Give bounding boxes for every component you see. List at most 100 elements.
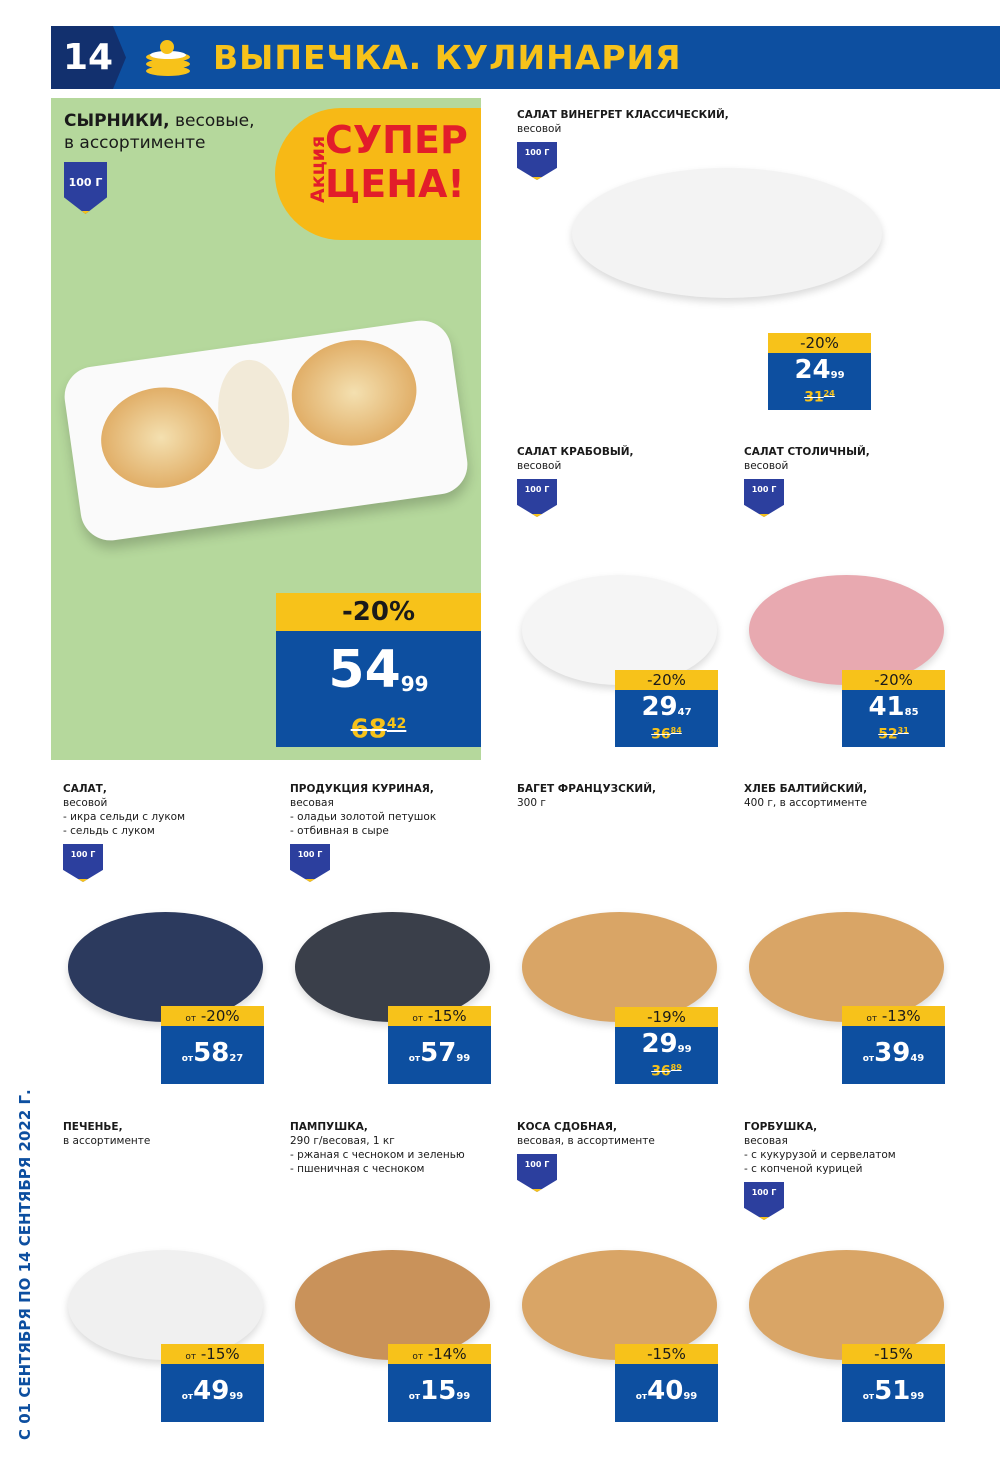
- product-title: ПРОДУКЦИЯ КУРИНАЯ,: [290, 783, 434, 795]
- price-tag: от -20% от5827: [161, 1006, 264, 1084]
- price: от4099: [635, 1376, 698, 1406]
- old-price: 3689: [651, 1063, 682, 1080]
- price: 5499: [328, 640, 429, 700]
- product-card: САЛАТ, весовой - икра сельди с луком - сель…: [63, 782, 278, 1084]
- product-desc: - оладьи золотой петушок: [290, 811, 437, 823]
- old-price: 3124: [804, 389, 835, 406]
- product-desc: весовой: [63, 797, 108, 809]
- super-price-promo: Акция СУПЕР ЦЕНА!: [275, 108, 481, 240]
- page-number: 14: [51, 26, 126, 89]
- product-image: [749, 1250, 944, 1360]
- product-title: КОСА СДОБНАЯ,: [517, 1121, 617, 1133]
- product-card: САЛАТ КРАБОВЫЙ, весовой 100 Г -20% 2947 3684: [517, 445, 732, 747]
- price: от5799: [408, 1038, 471, 1068]
- discount-label: от -15%: [161, 1344, 264, 1364]
- discount-label: -20%: [768, 333, 871, 353]
- product-card: ПРОДУКЦИЯ КУРИНАЯ, весовая - оладьи золото…: [290, 782, 505, 1084]
- product-desc: - пшеничная с чесноком: [290, 1163, 425, 1175]
- product-desc: весовой: [517, 460, 562, 472]
- product-image: [295, 912, 490, 1022]
- product-card: КОСА СДОБНАЯ, весовая, в ассортименте 100 …: [517, 1120, 732, 1422]
- price: 4185: [868, 692, 919, 722]
- product-desc: - икра сельди с луком: [63, 811, 186, 823]
- product-name: СЫРНИКИ,: [64, 111, 170, 131]
- price-tag: -15% от4099: [615, 1344, 718, 1422]
- weight-badge: 100 Г: [744, 1182, 784, 1220]
- product-image: [749, 575, 944, 685]
- price-tag: -20% 4185 5231: [842, 670, 945, 747]
- product-card: ПЕЧЕНЬЕ, в ассортименте от -15% от4999: [63, 1120, 278, 1422]
- product-title: БАГЕТ ФРАНЦУЗСКИЙ,: [517, 783, 656, 795]
- promo-line: СУПЕР: [325, 118, 468, 162]
- validity-dates: С 01 СЕНТЯБРЯ ПО 14 СЕНТЯБРЯ 2022 Г.: [16, 1089, 34, 1440]
- product-title: ГОРБУШКА,: [744, 1121, 818, 1133]
- price-tag: -20% 5499 6842: [276, 593, 481, 747]
- product-desc: - с кукурузой и сервелатом: [744, 1149, 896, 1161]
- price: от4999: [181, 1376, 244, 1406]
- product-card: ПАМПУШКА, 290 г/весовая, 1 кг - ржаная с ч…: [290, 1120, 505, 1422]
- discount-label: -20%: [842, 670, 945, 690]
- product-title: СЫРНИКИ, весовые, в ассортименте: [64, 110, 255, 154]
- promo-line: ЦЕНА!: [325, 162, 465, 206]
- product-image: [295, 1250, 490, 1360]
- discount-label: от -20%: [161, 1006, 264, 1026]
- old-price: 5231: [878, 726, 909, 743]
- product-image: [522, 912, 717, 1022]
- weight-badge: 100 Г: [290, 844, 330, 882]
- price: 2999: [641, 1029, 692, 1059]
- discount-label: от -13%: [842, 1006, 945, 1026]
- product-image: [522, 1250, 717, 1360]
- price-tag: от -14% от1599: [388, 1344, 491, 1422]
- product-desc: 400 г, в ассортименте: [744, 797, 867, 809]
- product-desc: весовой: [744, 460, 789, 472]
- discount-label: -15%: [615, 1344, 718, 1364]
- product-desc: весовая, в ассортименте: [517, 1135, 655, 1147]
- weight-badge: 100 Г: [517, 1154, 557, 1192]
- weight-badge: 100 Г: [63, 844, 103, 882]
- weight-badge: 100 Г: [64, 162, 107, 214]
- product-desc: 300 г: [517, 797, 546, 809]
- page-title: ВЫПЕЧКА. КУЛИНАРИЯ: [213, 38, 682, 77]
- price-tag: от -13% от3949: [842, 1006, 945, 1084]
- price-tag: -20% 2947 3684: [615, 670, 718, 747]
- product-desc: весовая: [290, 797, 334, 809]
- product-image: [522, 575, 717, 685]
- product-image: [60, 316, 472, 545]
- product-title: САЛАТ СТОЛИЧНЫЙ,: [744, 446, 870, 458]
- product-desc: 290 г/весовая, 1 кг: [290, 1135, 395, 1147]
- promo-label: СУПЕР ЦЕНА!: [325, 118, 468, 206]
- product-title: САЛАТ ВИНЕГРЕТ КЛАССИЧЕСКИЙ,: [517, 109, 729, 121]
- product-desc: весовой: [517, 123, 562, 135]
- product-title: САЛАТ КРАБОВЫЙ,: [517, 446, 634, 458]
- discount-label: от -14%: [388, 1344, 491, 1364]
- pancake-stack-icon: [146, 40, 190, 76]
- price: от5199: [862, 1376, 925, 1406]
- price: от3949: [862, 1038, 925, 1068]
- product-desc: - сельдь с луком: [63, 825, 155, 837]
- category-header: 14 ВЫПЕЧКА. КУЛИНАРИЯ: [51, 26, 1000, 89]
- product-card: САЛАТ ВИНЕГРЕТ КЛАССИЧЕСКИЙ, весовой 100 Г…: [517, 108, 937, 410]
- discount-label: -20%: [615, 670, 718, 690]
- product-title: САЛАТ,: [63, 783, 107, 795]
- old-price: 3684: [651, 726, 682, 743]
- product-title: ПАМПУШКА,: [290, 1121, 368, 1133]
- product-desc: в ассортименте: [64, 133, 206, 153]
- product-desc: весовая: [744, 1135, 788, 1147]
- product-desc: - ржаная с чесноком и зеленью: [290, 1149, 465, 1161]
- hero-product-syrniki: СЫРНИКИ, весовые, в ассортименте 100 Г Ак…: [51, 98, 481, 760]
- product-image: [68, 1250, 263, 1360]
- price-tag: -19% 2999 3689: [615, 1007, 718, 1084]
- price: от5827: [181, 1038, 244, 1068]
- discount-label: -15%: [842, 1344, 945, 1364]
- product-desc: - с копченой курицей: [744, 1163, 863, 1175]
- price: 2947: [641, 692, 692, 722]
- product-desc: весовые,: [175, 111, 255, 131]
- discount-label: от -15%: [388, 1006, 491, 1026]
- old-price: 6842: [350, 714, 407, 745]
- product-image: [749, 912, 944, 1022]
- product-title: ХЛЕБ БАЛТИЙСКИЙ,: [744, 783, 868, 795]
- discount-label: -19%: [615, 1007, 718, 1027]
- product-desc: - отбивная в сыре: [290, 825, 389, 837]
- product-desc: в ассортименте: [63, 1135, 151, 1147]
- discount-label: -20%: [276, 593, 481, 631]
